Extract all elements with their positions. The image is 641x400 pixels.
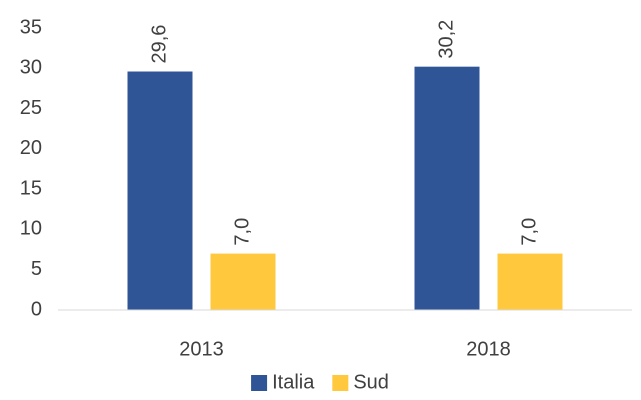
legend-swatch [251, 375, 268, 391]
bar [414, 66, 480, 310]
y-tick-label: 0 [31, 298, 42, 320]
x-tick-label: 2018 [466, 338, 511, 360]
bar [497, 253, 563, 310]
legend-label: Sud [353, 371, 389, 393]
value-label: 29,6 [148, 25, 170, 64]
legend-label: Italia [272, 371, 315, 393]
legend-swatch [332, 375, 349, 391]
y-tick-label: 20 [20, 137, 42, 159]
value-label: 30,2 [435, 20, 457, 59]
y-tick-label: 35 [20, 16, 42, 38]
x-tick-label: 2013 [179, 338, 224, 360]
value-label: 7,0 [518, 218, 540, 246]
y-tick-label: 5 [31, 258, 42, 280]
y-tick-label: 25 [20, 97, 42, 119]
y-tick-label: 15 [20, 177, 42, 199]
value-label: 7,0 [231, 218, 253, 246]
bar [210, 253, 276, 310]
y-tick-label: 30 [20, 57, 42, 79]
bar [127, 71, 193, 310]
y-tick-label: 10 [20, 218, 42, 240]
